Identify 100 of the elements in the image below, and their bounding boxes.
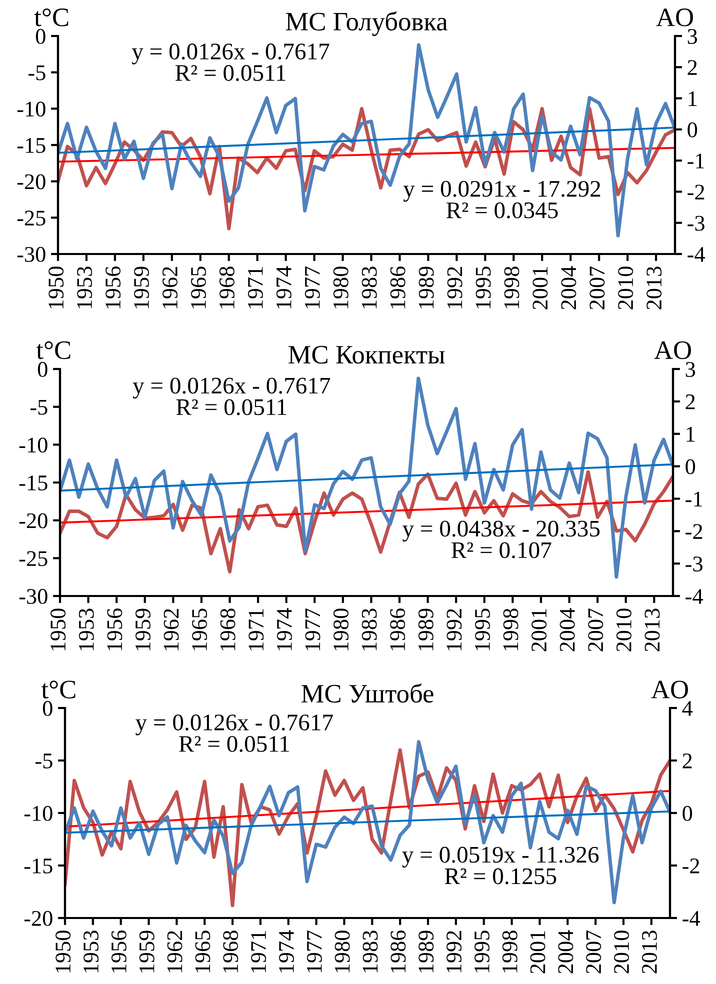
x-tick-label: 1971: [248, 609, 264, 650]
y-tick-label: -30: [17, 246, 46, 262]
x-tick-label: 1968: [220, 608, 236, 650]
y2-tick-label: 3: [688, 28, 698, 44]
x-tick-label: 1965: [195, 930, 210, 972]
x-tick-label: 1980: [334, 930, 350, 972]
x-tick-label: 2007: [586, 930, 602, 974]
x-tick-label: 1986: [390, 930, 406, 972]
y2-tick-label: -2: [688, 184, 704, 200]
y2-tick-label: -2: [686, 524, 702, 539]
x-tick-label: 1950: [48, 266, 64, 308]
x-tick-label: 1989: [418, 930, 434, 972]
y2-tick-label: 4: [682, 701, 693, 716]
y-tick-label: 0: [36, 28, 46, 44]
y2-tick-label: -1: [688, 154, 704, 168]
y2-tick-label: -3: [686, 556, 702, 572]
x-tick-label: 1998: [502, 930, 518, 972]
y-tick-label: -20: [24, 910, 52, 926]
x-tick-label: 1986: [390, 608, 406, 650]
x-tick-label: 1974: [279, 930, 294, 972]
x-tick-label: 1959: [136, 608, 150, 650]
y-tick-label: -5: [36, 754, 52, 768]
x-tick-label: 1953: [77, 266, 92, 308]
y2-axis-title: AO: [656, 8, 693, 26]
x-tick-label: 2010: [614, 930, 630, 974]
x-tick-label: 1971: [251, 931, 266, 972]
x-tick-label: 2004: [560, 608, 575, 652]
y2-tick-label: 2: [686, 394, 695, 410]
x-tick-label: 1959: [139, 930, 154, 972]
x-tick-label: 1977: [304, 266, 320, 308]
line-series: [58, 43, 675, 238]
y-tick-label: -20: [19, 513, 48, 528]
y-tick-label: -15: [24, 858, 52, 874]
x-tick-label: 2010: [618, 266, 634, 310]
x-tick-label: 1962: [167, 931, 182, 972]
x-tick-label: 1983: [362, 930, 378, 972]
x-tick-label: 1950: [50, 608, 66, 650]
y-tick-label: -30: [19, 588, 48, 604]
x-tick-label: 2001: [532, 609, 547, 652]
x-tick-label: 1974: [276, 608, 292, 650]
x-tick-label: 2001: [532, 267, 548, 310]
x-tick-label: 1968: [223, 930, 238, 972]
line-series: [60, 376, 673, 579]
y2-tick-label: 0: [686, 459, 696, 474]
y-axis-title: t°C: [34, 8, 68, 26]
chart-title: МС Голубовка: [286, 11, 448, 36]
x-tick-label: 2004: [561, 266, 576, 310]
x-tick-label: 1965: [191, 266, 206, 308]
x-tick-label: 1974: [276, 266, 292, 308]
x-tick-label: 1995: [474, 930, 490, 972]
x-tick-label: 1962: [162, 267, 178, 308]
x-tick-label: 1953: [84, 930, 98, 972]
y2-axis-title: AO: [651, 680, 688, 698]
x-tick-label: 1980: [333, 266, 348, 308]
chart-title: МС Кокпекты: [288, 346, 445, 364]
x-tick-label: 1956: [106, 266, 121, 308]
x-tick-label: 1983: [362, 266, 377, 308]
x-tick-label: 1986: [390, 266, 406, 308]
y2-tick-label: 2: [682, 753, 692, 768]
y2-tick-label: -4: [682, 911, 700, 926]
x-tick-label: 1980: [333, 608, 348, 650]
y-tick-label: -25: [19, 551, 48, 566]
annotation: y = 0.0438x - 20.335 R² = 0.107: [402, 520, 600, 558]
x-tick-label: 1998: [504, 266, 520, 308]
x-tick-label: 1962: [164, 609, 179, 650]
y-tick-label: -10: [19, 438, 48, 453]
x-tick-label: 1968: [219, 266, 234, 308]
x-tick-label: 1971: [248, 267, 263, 308]
x-tick-label: 1977: [305, 608, 320, 650]
x-tick-label: 1989: [418, 608, 434, 650]
x-tick-label: 2007: [590, 266, 605, 310]
x-tick-label: 1995: [476, 266, 491, 308]
y-tick-label: 0: [42, 700, 52, 716]
x-tick-label: 2013: [644, 608, 660, 652]
y-tick-label: -15: [17, 138, 46, 153]
x-tick-label: 2013: [642, 930, 657, 974]
annotation: y = 0.0519x - 11.326 R² = 0.1255: [402, 846, 599, 884]
y-tick-label: 0: [38, 362, 48, 377]
y2-axis-title: AO: [654, 341, 691, 360]
x-tick-label: 2004: [558, 930, 574, 974]
x-tick-label: 2010: [616, 608, 632, 652]
annotation: y = 0.0126x - 0.7617 R² = 0.0511: [132, 378, 330, 416]
y-tick-label: -25: [17, 210, 46, 226]
y2-tick-label: 0: [688, 122, 698, 138]
chart-title: МС Уштобе: [302, 683, 434, 703]
y2-tick-label: -3: [688, 216, 704, 231]
y2-tick-label: -1: [686, 492, 702, 506]
y-axis-title: t°C: [36, 341, 70, 360]
x-tick-label: 1977: [306, 930, 322, 972]
x-tick-label: 1989: [418, 266, 434, 308]
x-tick-label: 1983: [362, 608, 377, 650]
y-axis-title: t°C: [41, 680, 76, 698]
annotation: y = 0.0126x - 0.7617 R² = 0.0511: [136, 714, 333, 752]
y-tick-label: -15: [19, 476, 48, 490]
x-tick-label: 1992: [446, 931, 462, 972]
y-tick-label: -20: [17, 174, 46, 190]
y2-tick-label: -4: [686, 589, 703, 604]
y2-tick-label: 1: [686, 426, 695, 442]
x-tick-label: 1992: [446, 609, 462, 650]
y2-tick-label: 1: [688, 91, 697, 106]
